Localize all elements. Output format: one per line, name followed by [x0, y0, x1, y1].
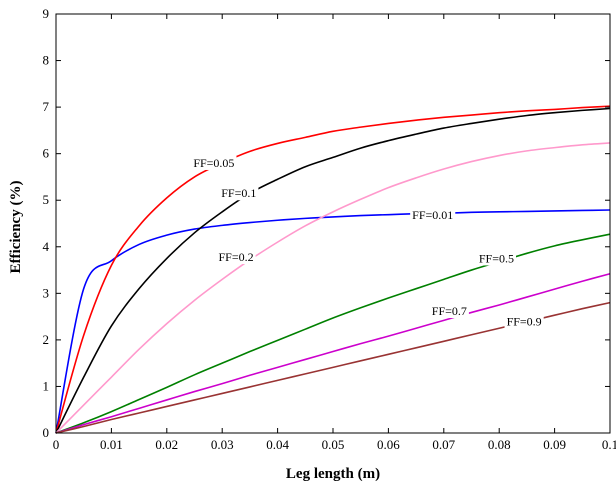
- series-label-bg-6: [504, 314, 544, 329]
- ticks-layer: 0 0.01 0.02 0.03 0.04 0.05 0.06 0.07 0.08 0.09 0.1…: [43, 6, 616, 452]
- x-tick-label-7: 0.07: [432, 437, 455, 452]
- x-tick-label-3: 0.03: [211, 437, 234, 452]
- x-tick-label-6: 0.06: [377, 437, 400, 452]
- x-tick-label-10: 0.1: [602, 437, 616, 452]
- y-tick-label-7: 7: [43, 99, 50, 114]
- series-line-0: [55, 209, 611, 434]
- y-tick-label-9: 9: [43, 6, 50, 21]
- x-tick-label-8: 0.08: [488, 437, 511, 452]
- series-line-5: [55, 273, 611, 434]
- y-tick-label-6: 6: [43, 146, 50, 161]
- series-label-layer: FF=0.01 FF=0.05 FF=0.1 FF=0.2 FF=0.5 FF=0.7 FF…: [191, 155, 544, 329]
- y-tick-label-0: 0: [43, 425, 50, 440]
- y-tick-label-4: 4: [43, 239, 50, 254]
- x-tick-label-4: 0.04: [266, 437, 289, 452]
- y-tick-label-2: 2: [43, 332, 50, 347]
- series-label-bg-4: [476, 251, 516, 266]
- axes-layer: [55, 13, 611, 434]
- series-label-bg-5: [429, 304, 469, 319]
- x-tick-label-2: 0.02: [155, 437, 178, 452]
- x-axis-title: Leg length (m): [286, 466, 380, 482]
- series-label-bg-1: [191, 155, 237, 170]
- series-label-bg-2: [219, 186, 259, 201]
- series-line-3: [55, 142, 611, 434]
- x-tick-label-5: 0.05: [322, 437, 345, 452]
- series-label-0: FF=0.01: [412, 208, 453, 222]
- series-label-6: FF=0.9: [507, 314, 542, 328]
- series-layer: [55, 105, 611, 434]
- series-label-3: FF=0.2: [218, 250, 253, 264]
- x-tick-label-9: 0.09: [543, 437, 566, 452]
- series-label-1: FF=0.05: [193, 156, 234, 170]
- series-label-bg-3: [216, 250, 256, 265]
- y-axis-title: Efficiency (%): [8, 181, 24, 274]
- series-label-2: FF=0.1: [221, 186, 256, 200]
- plot-frame: [55, 13, 611, 434]
- series-label-bg-0: [410, 208, 456, 223]
- series-label-5: FF=0.7: [432, 304, 467, 318]
- series-line-1: [55, 105, 611, 434]
- x-tick-label-0: 0: [53, 437, 60, 452]
- y-tick-label-8: 8: [43, 53, 50, 68]
- y-tick-label-3: 3: [43, 285, 50, 300]
- series-label-4: FF=0.5: [479, 251, 514, 265]
- y-tick-label-1: 1: [43, 378, 50, 393]
- series-line-2: [55, 107, 611, 434]
- x-tick-label-1: 0.01: [100, 437, 123, 452]
- series-line-4: [55, 233, 611, 434]
- y-tick-label-5: 5: [43, 192, 50, 207]
